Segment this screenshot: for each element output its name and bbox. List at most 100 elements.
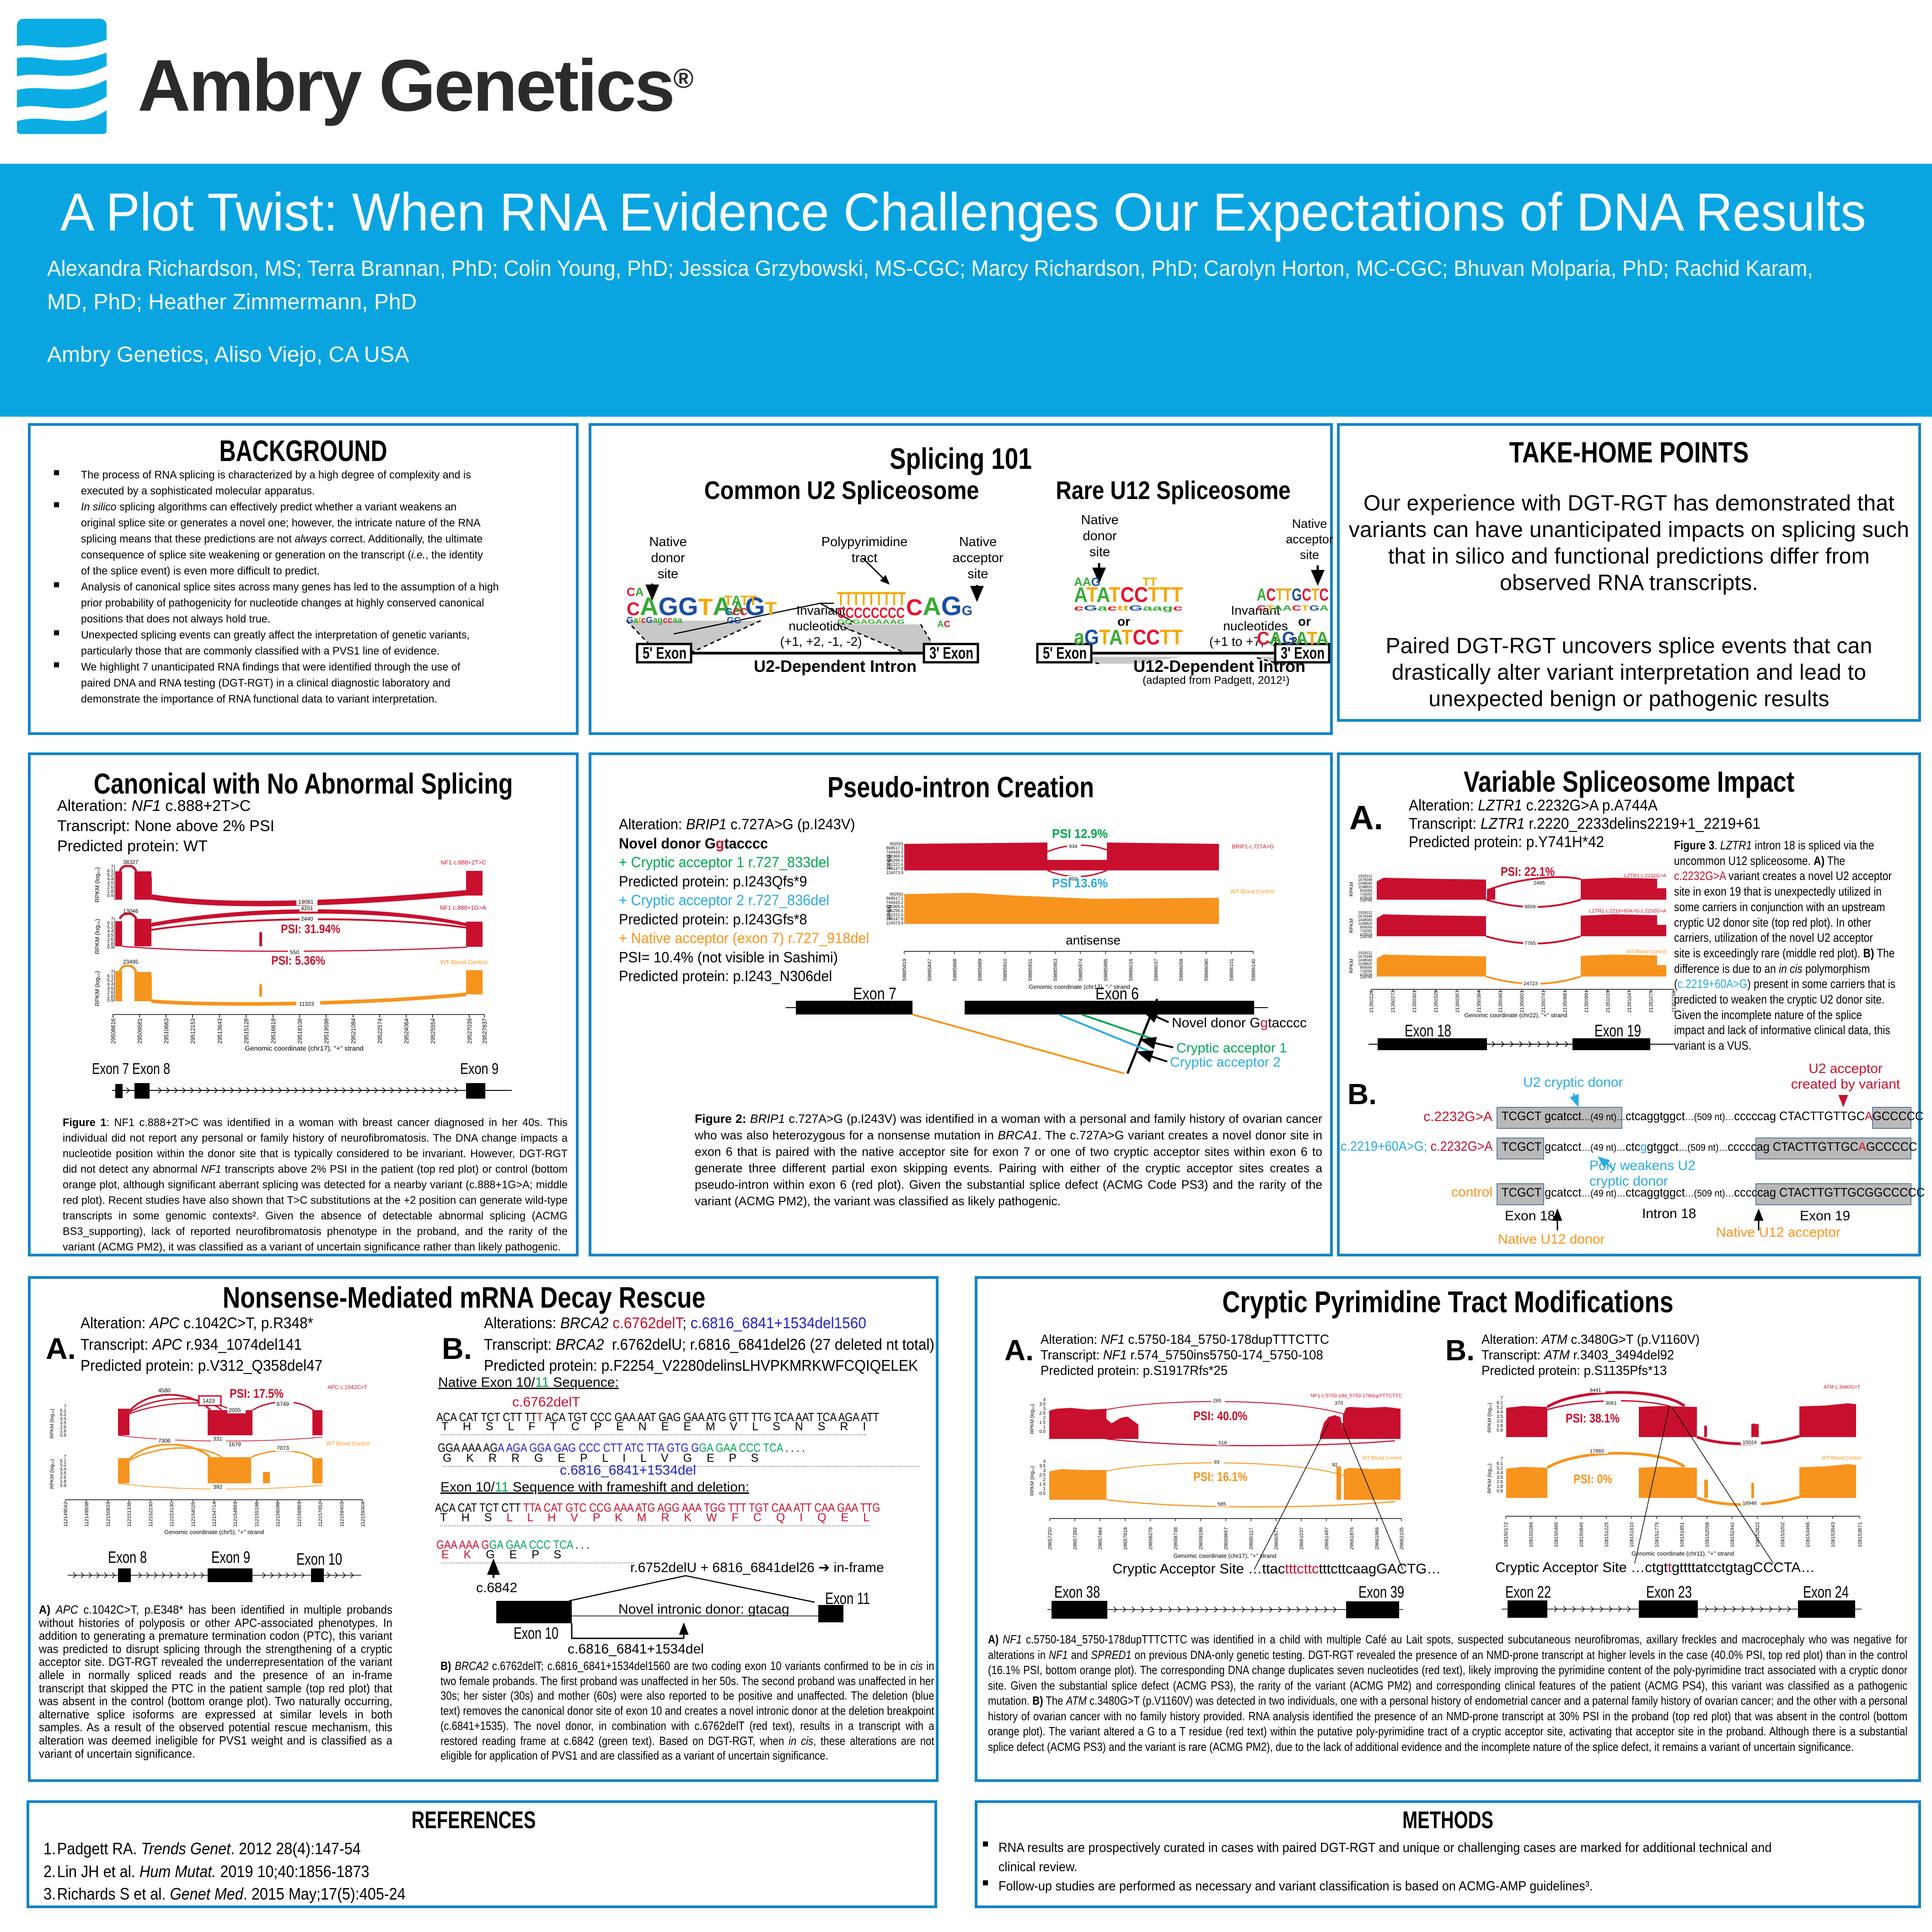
svg-text:1: 1: [1043, 1425, 1046, 1430]
svg-text:Exon 18: Exon 18: [1405, 1021, 1451, 1040]
svg-text:108153202: 108153202: [1780, 1522, 1786, 1547]
svg-text:1.8: 1.8: [1497, 1423, 1503, 1428]
svg-text:1.8: 1.8: [60, 1429, 66, 1434]
svg-text:112149042: 112149042: [63, 1502, 69, 1527]
svg-text:29662105: 29662105: [1399, 1527, 1405, 1550]
svg-text:5.2: 5.2: [60, 1463, 66, 1468]
svg-text:370: 370: [1335, 1401, 1343, 1406]
svg-text:29519598: 29519598: [323, 1018, 330, 1044]
svg-text:868517.1: 868517.1: [886, 846, 903, 850]
svg-text:6.1: 6.1: [60, 1459, 66, 1464]
svg-text:496295.5: 496295.5: [886, 858, 903, 863]
svg-text:112158403: 112158403: [339, 1502, 345, 1527]
svg-text:108151775: 108151775: [1654, 1522, 1660, 1547]
svg-text:TTTTTTTTT: TTTTTTTTT: [837, 588, 906, 609]
svg-text:6.1: 6.1: [1497, 1401, 1503, 1406]
svg-text:RPKM: RPKM: [887, 854, 892, 869]
svg-text:1.5: 1.5: [1039, 1482, 1046, 1487]
svg-text:3' Exon: 3' Exon: [1281, 644, 1325, 662]
svg-text:4201: 4201: [301, 905, 313, 912]
svg-text:59885910: 59885910: [1003, 959, 1008, 981]
svg-text:21350301: 21350301: [1412, 990, 1417, 1013]
svg-text:21350226: 21350226: [1369, 990, 1374, 1013]
svg-text:6.1: 6.1: [1497, 1461, 1503, 1466]
svg-text:1198820: 1198820: [1358, 885, 1372, 889]
svg-text:Novel donor Ggtacccc: Novel donor Ggtacccc: [1172, 1015, 1307, 1030]
svg-text:Exon 7: Exon 7: [92, 1060, 129, 1078]
svg-text:29658278: 29658278: [1148, 1527, 1154, 1550]
svg-text:Genomic coordinate (chr17), "+: Genomic coordinate (chr17), "+" strand: [245, 1045, 364, 1052]
svg-text:1918112: 1918112: [1358, 874, 1372, 878]
svg-text:265: 265: [1213, 1398, 1221, 1404]
svg-text:248147.8: 248147.8: [886, 866, 903, 871]
svg-text:479528: 479528: [1360, 896, 1372, 900]
svg-text:LZTR1 c.2232G>A: LZTR1 c.2232G>A: [1624, 873, 1667, 879]
svg-text:6.1: 6.1: [60, 1408, 66, 1413]
svg-text:59886101: 59886101: [1229, 959, 1234, 981]
svg-text:1438583: 1438583: [1358, 918, 1373, 922]
svg-text:PSI: 22.1%: PSI: 22.1%: [1501, 864, 1555, 879]
svg-text:29521084: 29521084: [350, 1018, 357, 1044]
svg-text:112153130: 112153130: [169, 1502, 175, 1527]
svg-text:59885953: 59885953: [1053, 959, 1058, 981]
svg-text:29657818: 29657818: [1123, 1527, 1128, 1550]
svg-text:21350357: 21350357: [1455, 990, 1460, 1013]
svg-text:7: 7: [111, 917, 113, 922]
svg-text:29508616: 29508616: [110, 1018, 117, 1044]
svg-text:19081: 19081: [298, 899, 314, 905]
svg-text:112150833: 112150833: [106, 1502, 111, 1527]
svg-text:3.5: 3.5: [107, 986, 113, 991]
svg-text:331: 331: [213, 1436, 222, 1442]
svg-text:239764: 239764: [1360, 935, 1372, 939]
svg-text:239764: 239764: [1360, 898, 1372, 902]
svg-text:NF1 c.888+2T>C: NF1 c.888+2T>C: [440, 859, 486, 866]
svg-text:992591: 992591: [890, 842, 903, 846]
svg-text:29660577: 29660577: [1274, 1527, 1279, 1550]
svg-text:0.9: 0.9: [107, 998, 113, 1003]
svg-text:392: 392: [213, 1484, 222, 1490]
svg-text:5.2: 5.2: [1497, 1405, 1503, 1410]
svg-text:719292: 719292: [1360, 892, 1372, 896]
svg-text:Exon 39: Exon 39: [1358, 1583, 1404, 1601]
svg-text:112157652: 112157652: [318, 1502, 323, 1527]
svg-text:4: 4: [1043, 1459, 1046, 1464]
svg-text:496295.5: 496295.5: [886, 908, 903, 913]
svg-text:0.9: 0.9: [1497, 1428, 1503, 1433]
svg-text:248147.8: 248147.8: [886, 917, 903, 921]
svg-text:5' Exon: 5' Exon: [643, 644, 687, 662]
svg-text:21350991: 21350991: [1584, 990, 1589, 1013]
svg-text:112154714: 112154714: [212, 1502, 217, 1527]
svg-text:TATT: TATT: [724, 593, 757, 608]
svg-text:59886080: 59886080: [1204, 959, 1209, 981]
svg-text:21351047: 21351047: [1627, 990, 1632, 1013]
svg-text:29512153: 29512153: [190, 1018, 196, 1044]
svg-text:PSI: 31.94%: PSI: 31.94%: [281, 922, 340, 936]
svg-text:6749: 6749: [277, 1401, 289, 1407]
svg-text:29659657: 29659657: [1224, 1527, 1229, 1550]
svg-text:17883: 17883: [1590, 1449, 1604, 1454]
svg-text:21350601: 21350601: [1519, 990, 1525, 1013]
svg-text:1198820: 1198820: [1358, 962, 1372, 966]
svg-text:0.9: 0.9: [60, 1483, 66, 1488]
svg-text:Genomic coordinate (chr11), "+: Genomic coordinate (chr11), "+" strand: [1631, 1550, 1734, 1557]
svg-text:29525554: 29525554: [430, 1018, 436, 1044]
svg-text:59886016: 59886016: [1128, 959, 1134, 981]
svg-text:0.9: 0.9: [1497, 1489, 1503, 1494]
svg-text:2005: 2005: [229, 1407, 241, 1413]
svg-text:CCCCCCCC: CCCCCCCC: [837, 605, 905, 621]
svg-text:29524064: 29524064: [403, 1018, 410, 1044]
svg-text:0.5: 0.5: [1039, 1491, 1046, 1496]
svg-text:2440: 2440: [301, 916, 313, 922]
svg-text:U12-Dependent Intron: U12-Dependent Intron: [1133, 657, 1305, 676]
svg-text:5.2: 5.2: [107, 978, 113, 983]
svg-text:1198820: 1198820: [1358, 922, 1372, 926]
svg-text:3.5: 3.5: [1039, 1464, 1046, 1469]
svg-text:1423: 1423: [203, 1398, 215, 1404]
svg-text:29657484: 29657484: [1098, 1527, 1103, 1550]
svg-text:1: 1: [1043, 1487, 1046, 1492]
svg-text:112156993: 112156993: [297, 1502, 302, 1527]
svg-text:ATATCCTTT: ATATCCTTT: [1074, 583, 1183, 606]
svg-text:2.6: 2.6: [107, 990, 113, 995]
svg-text:6.1: 6.1: [107, 921, 113, 926]
svg-text:3.5: 3.5: [107, 933, 113, 938]
